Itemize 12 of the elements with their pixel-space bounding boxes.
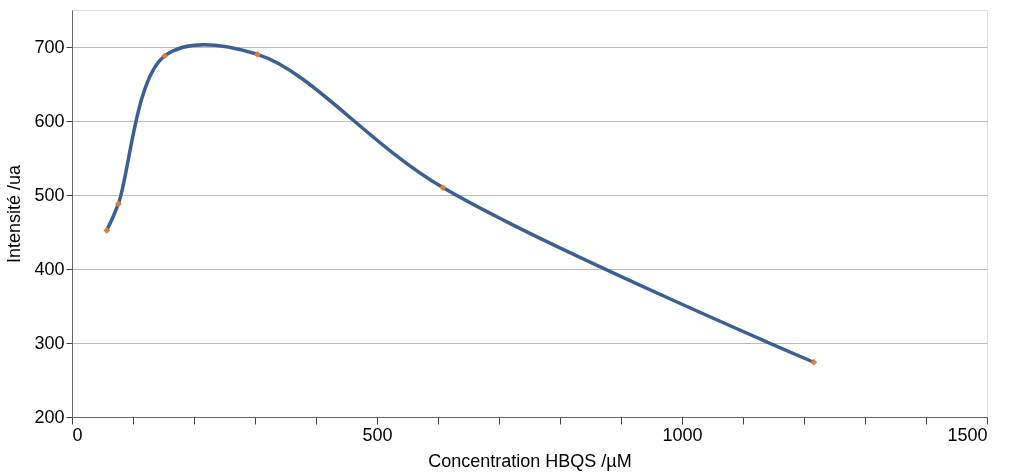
y-tick-label: 600 [34, 110, 65, 131]
x-axis-title: Concentration HBQS /µM [428, 450, 632, 471]
y-tick-label: 500 [34, 184, 65, 205]
y-axis-title: Intensité /ua [4, 163, 25, 264]
x-tick-label: 1000 [662, 424, 703, 445]
y-tick-label: 400 [34, 258, 65, 279]
y-tick-label: 300 [34, 332, 65, 353]
y-tick-label: 700 [34, 36, 65, 57]
x-tick-label: 0 [72, 424, 83, 445]
x-tick-label: 1500 [947, 424, 988, 445]
x-tick-label: 500 [362, 424, 393, 445]
y-tick-label: 200 [34, 406, 65, 427]
